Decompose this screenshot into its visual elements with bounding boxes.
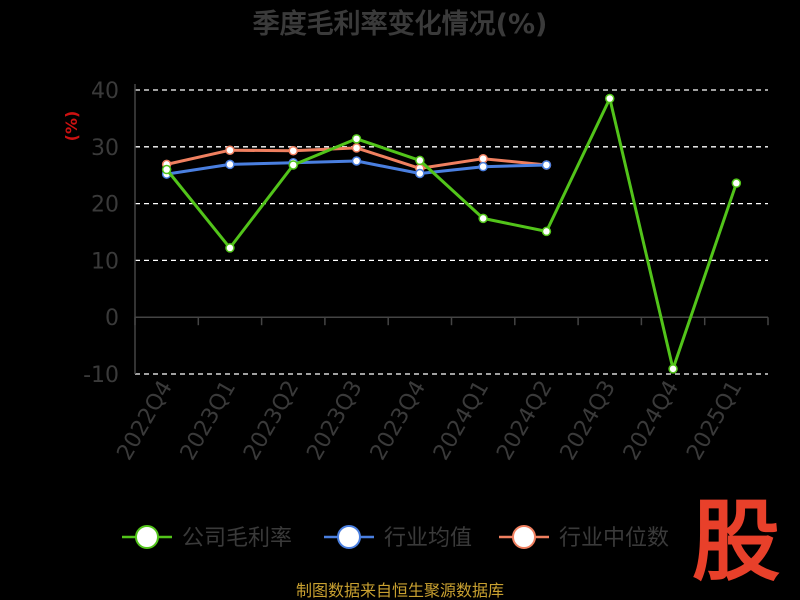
legend-item: 行业中位数 — [499, 525, 669, 551]
legend-item: 公司毛利率 — [122, 525, 292, 551]
legend-swatch-marker — [512, 525, 536, 549]
legend: 公司毛利率 行业均值 行业中位数 — [122, 525, 669, 551]
legend-label: 行业均值 — [384, 526, 472, 551]
data-point — [288, 146, 298, 156]
x-tick-label: 2022Q4 — [113, 377, 178, 465]
data-point — [415, 155, 425, 166]
data-point — [541, 160, 552, 170]
legend-swatch-marker — [135, 525, 159, 549]
data-point — [415, 168, 425, 179]
axes: -10 0 10 20 30 40 2022Q42023Q12023Q22023Q32023… — [83, 79, 769, 465]
legend-swatch-marker — [337, 525, 361, 549]
y-tick-label: -10 — [83, 363, 119, 388]
logo-mark: 股 — [692, 490, 780, 593]
data-series — [161, 93, 742, 374]
data-point — [351, 156, 362, 166]
data-point — [478, 213, 488, 224]
series-line — [165, 97, 738, 371]
chart-title: 季度毛利率变化情况(%) — [253, 8, 548, 40]
x-tick-label: 2024Q2 — [492, 377, 557, 465]
legend-label: 行业中位数 — [559, 526, 669, 551]
y-tick-label: 10 — [91, 249, 119, 274]
y-tick-label: 20 — [91, 193, 119, 218]
gridlines — [135, 89, 768, 375]
data-point — [668, 364, 678, 374]
data-source-footnote: 制图数据来自恒生聚源数据库 — [296, 581, 504, 600]
x-tick-label: 2024Q4 — [619, 377, 684, 465]
y-axis-unit-label: (%) — [62, 111, 81, 142]
x-tick-label: 2023Q3 — [302, 377, 367, 465]
data-point — [225, 159, 235, 170]
legend-item: 行业均值 — [324, 525, 472, 551]
y-tick-label: 40 — [91, 79, 119, 104]
x-tick-label: 2025Q1 — [682, 377, 747, 465]
data-point — [478, 161, 488, 172]
x-tick-label: 2024Q3 — [556, 377, 621, 465]
y-tick-label: 30 — [91, 136, 119, 161]
data-point — [161, 164, 172, 175]
series-group — [161, 93, 742, 374]
data-point — [351, 134, 362, 144]
data-point — [351, 143, 362, 153]
data-point — [225, 145, 235, 155]
data-point — [605, 93, 615, 104]
data-point — [478, 153, 488, 164]
legend-label: 公司毛利率 — [182, 526, 292, 551]
data-point — [288, 160, 298, 170]
x-tick-label: 2024Q1 — [429, 377, 494, 465]
x-tick-label: 2023Q4 — [366, 376, 431, 464]
data-point — [225, 243, 235, 253]
y-tick-label: 0 — [105, 306, 119, 331]
data-point — [731, 178, 742, 188]
x-tick-label: 2023Q2 — [239, 377, 304, 465]
x-tick-label: 2023Q1 — [176, 377, 241, 465]
data-point — [541, 226, 552, 237]
